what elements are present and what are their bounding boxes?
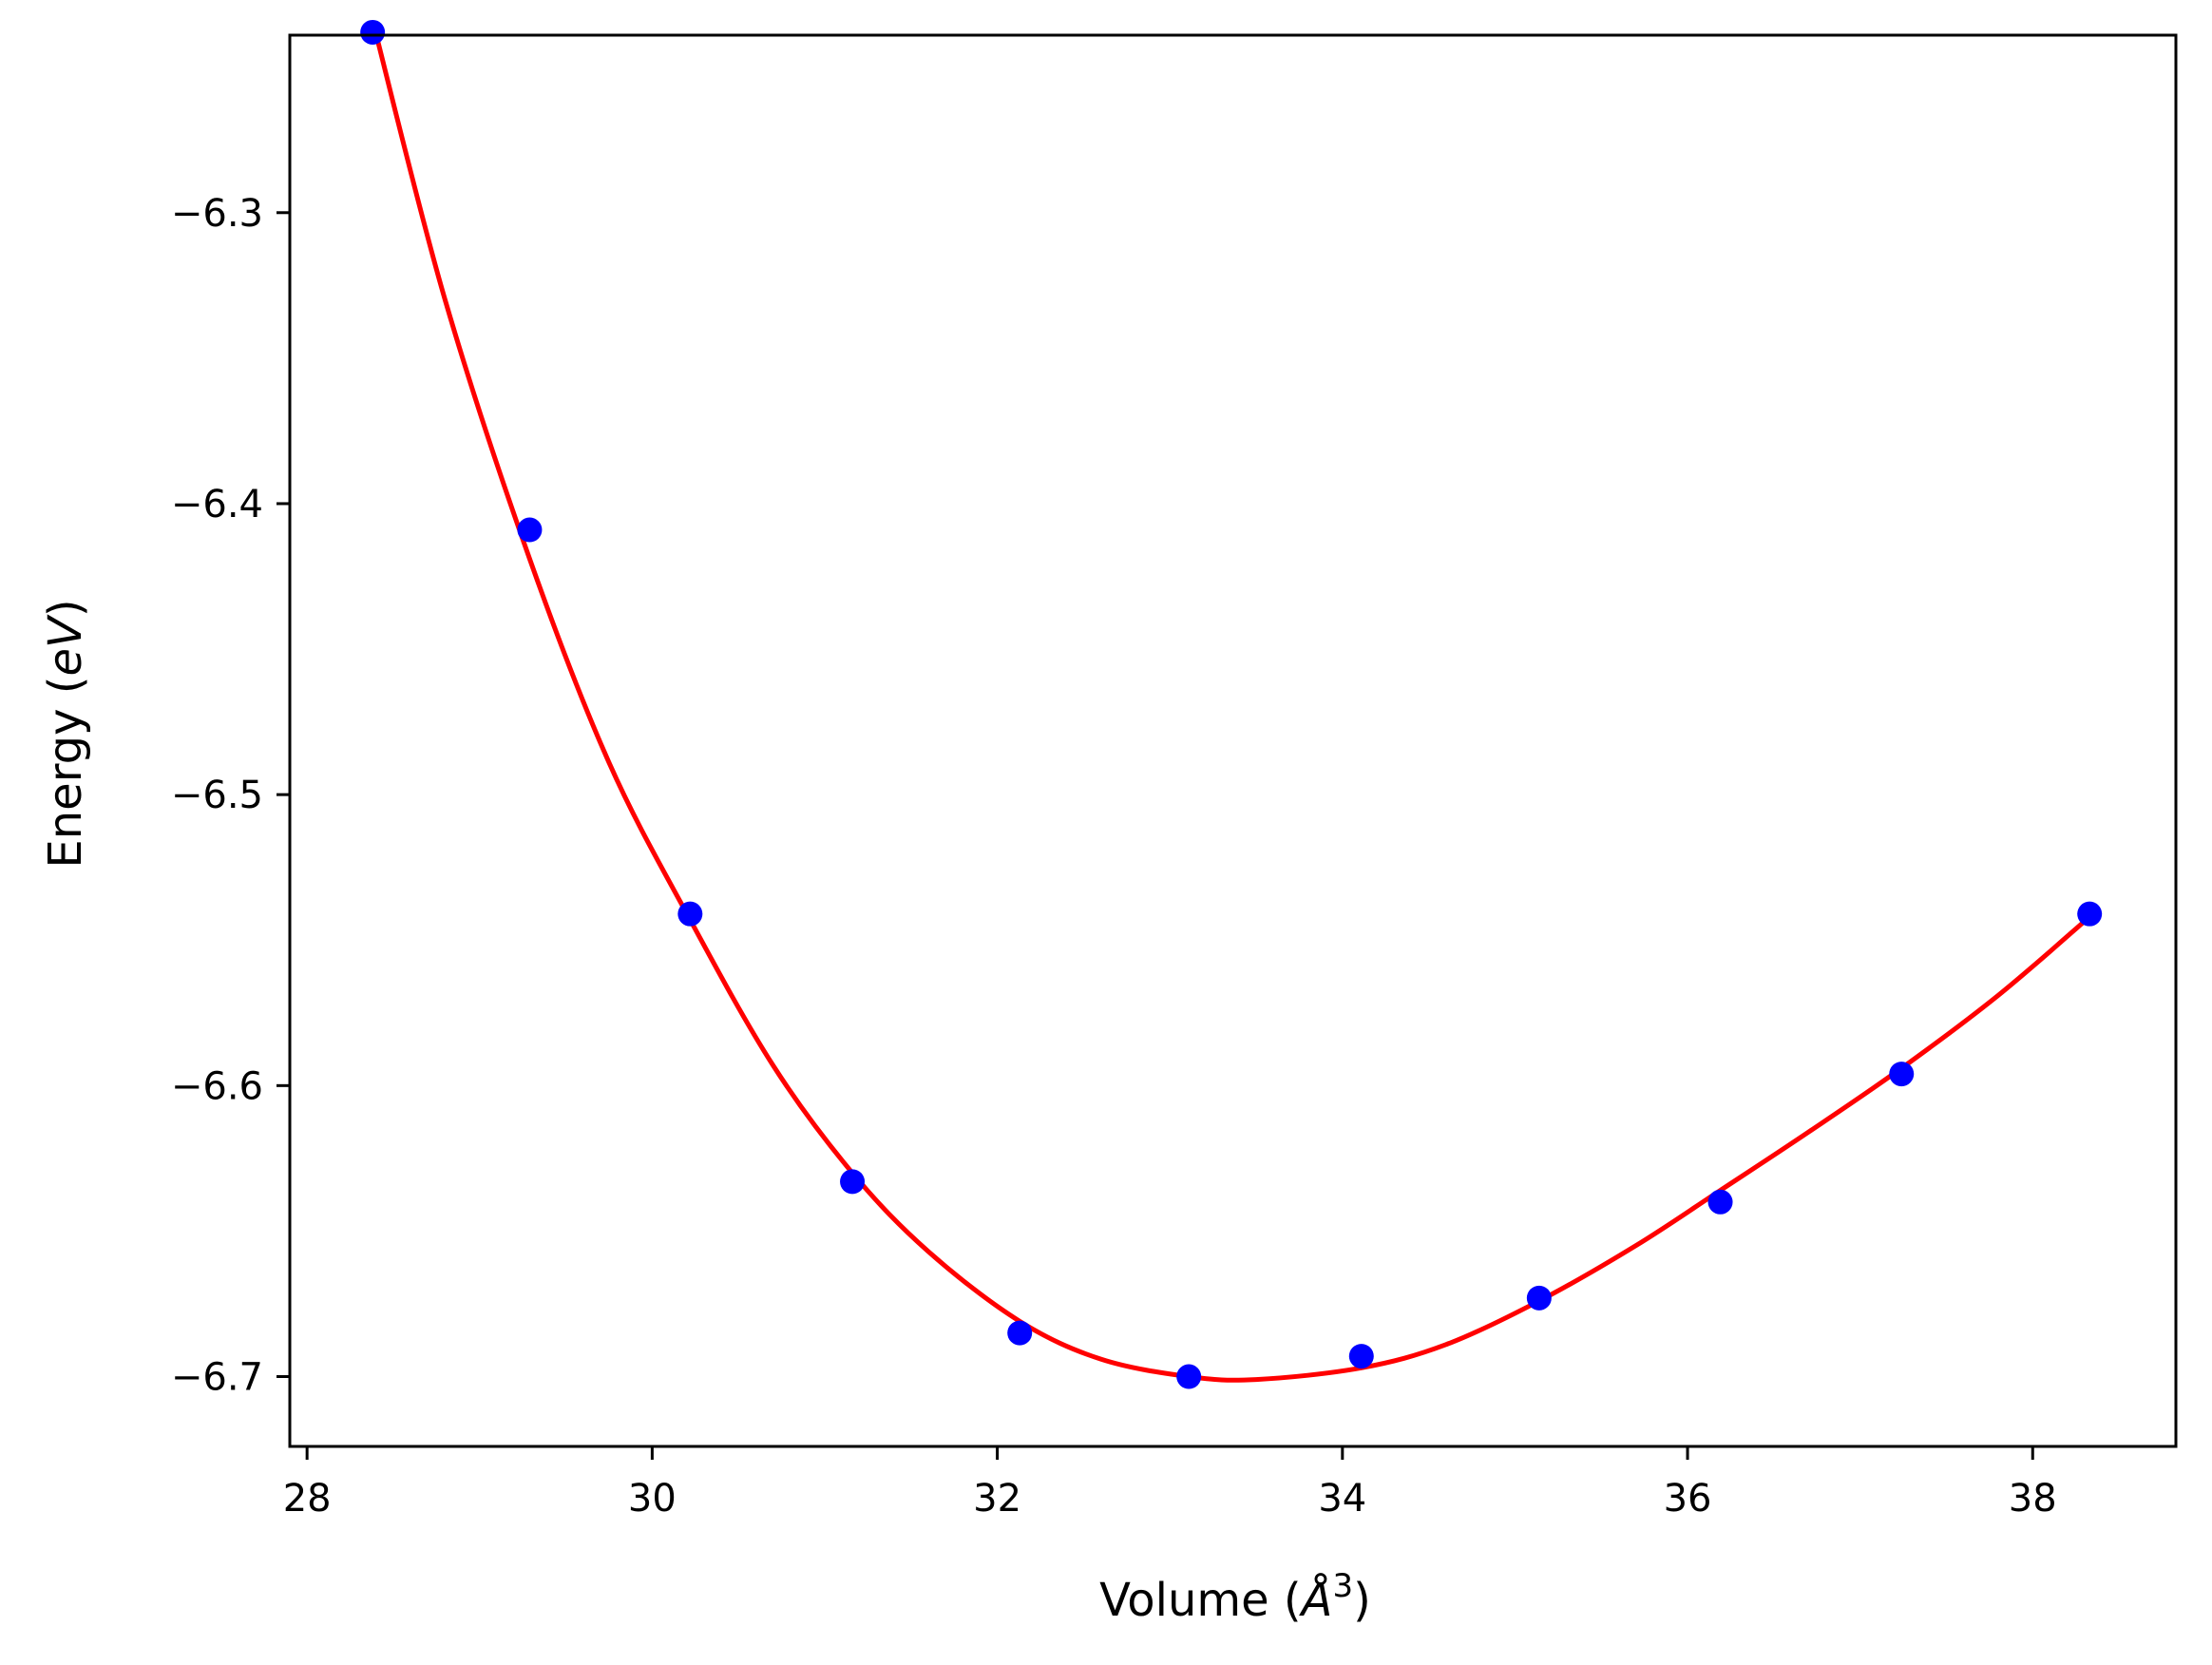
x-tick-label: 32	[973, 1477, 1021, 1521]
data-point	[677, 901, 703, 927]
data-point	[840, 1169, 866, 1195]
x-tick-label: 34	[1318, 1477, 1366, 1521]
y-tick-label: −6.5	[171, 774, 263, 817]
plot-area	[360, 19, 2103, 1389]
axes: 28 30 32 34 36 38 −6.3 −6.4 −6.5 −6.6 −6.7	[171, 33, 2178, 1521]
data-point	[1348, 1344, 1374, 1369]
data-point	[1176, 1364, 1202, 1389]
x-tick-label: 36	[1664, 1477, 1712, 1521]
plot-frame	[288, 33, 2178, 1448]
data-point	[1707, 1189, 1733, 1215]
data-point	[360, 19, 386, 45]
fit-curve-line	[373, 35, 2091, 1383]
data-point	[1007, 1320, 1033, 1346]
y-tick-label: −6.6	[171, 1064, 263, 1108]
x-tick-label: 28	[283, 1477, 332, 1521]
y-tick-label: −6.3	[171, 192, 263, 236]
data-point	[1889, 1062, 1915, 1087]
data-point	[2077, 901, 2103, 927]
y-tick-label: −6.4	[171, 483, 263, 526]
x-tick-label: 30	[628, 1477, 677, 1521]
y-axis-label: Energy (eV)	[39, 599, 92, 868]
y-tick-label: −6.7	[171, 1356, 263, 1400]
data-point	[1526, 1285, 1552, 1311]
x-axis-label: Volume (Å3)	[1099, 1567, 1371, 1627]
x-tick-label: 38	[2009, 1477, 2057, 1521]
data-point	[517, 517, 543, 543]
